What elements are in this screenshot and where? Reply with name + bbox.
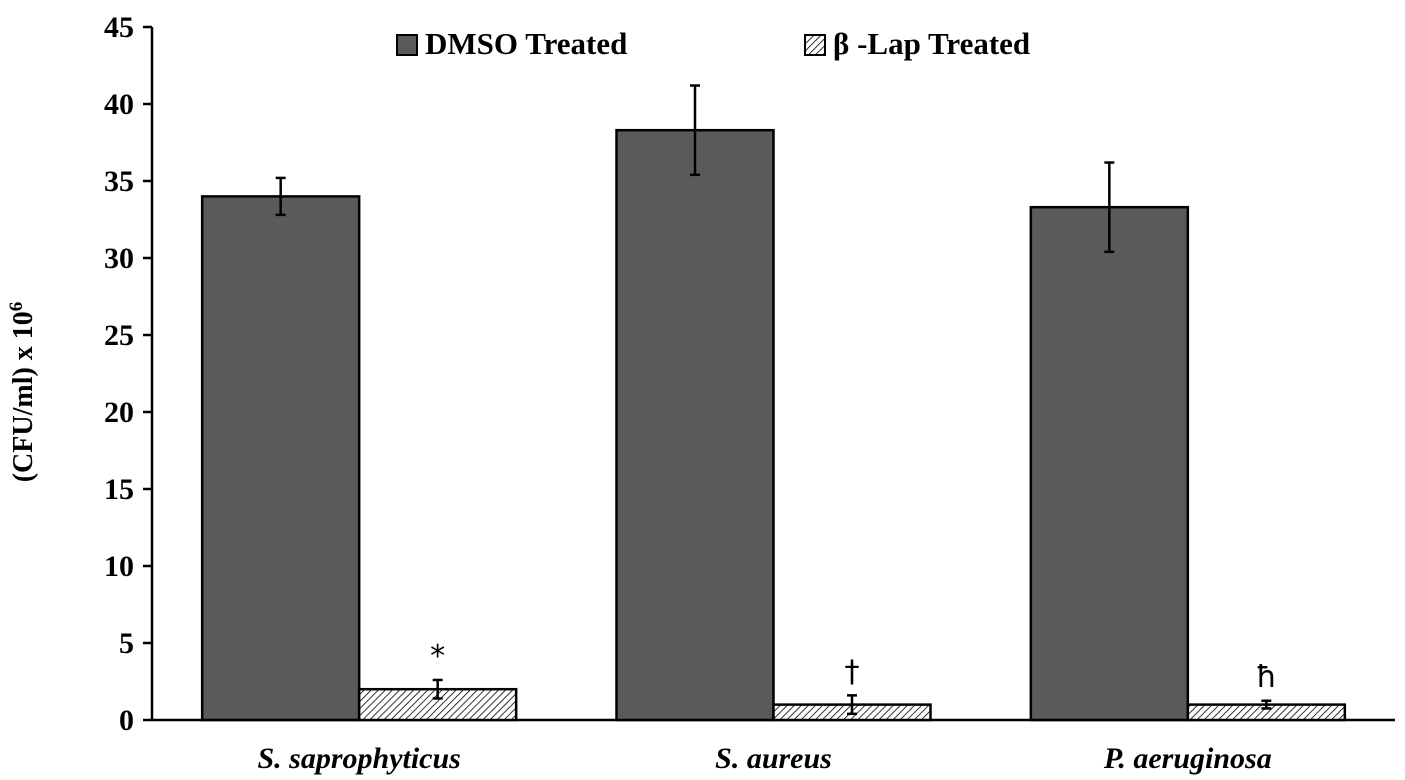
y-tick-label: 15 bbox=[104, 473, 134, 506]
legend: DMSO Treated β -Lap Treated bbox=[396, 26, 1030, 61]
significance-marker: ħ bbox=[1256, 660, 1277, 695]
x-axis: S. saprophyticus S. aureus P. aeruginosa bbox=[152, 718, 1395, 775]
y-tick-label: 20 bbox=[104, 396, 134, 429]
error-bar bbox=[432, 678, 443, 700]
error-bar bbox=[1261, 699, 1272, 710]
bars: * † ħ bbox=[200, 84, 1347, 722]
legend-label: DMSO Treated bbox=[425, 26, 627, 61]
category-label: S. aureus bbox=[715, 742, 832, 775]
bar-dmso bbox=[615, 128, 775, 722]
category-label: P. aeruginosa bbox=[1103, 742, 1272, 775]
y-tick-label: 35 bbox=[104, 165, 134, 198]
significance-marker: † bbox=[845, 654, 860, 689]
bar-dmso bbox=[200, 195, 361, 722]
error-bar bbox=[690, 84, 700, 177]
y-tick-label: 10 bbox=[104, 550, 134, 583]
bar-dmso bbox=[1029, 205, 1190, 722]
error-bar bbox=[1104, 161, 1115, 254]
error-bar bbox=[275, 176, 286, 217]
y-tick-label: 30 bbox=[104, 242, 134, 275]
y-axis: 0 5 10 15 20 25 30 35 40 45 bbox=[104, 11, 154, 737]
y-axis-label-exponent: 6 bbox=[6, 302, 27, 312]
y-tick-label: 5 bbox=[119, 627, 134, 660]
y-tick-label: 0 bbox=[119, 704, 134, 737]
y-axis-label: (CFU/ml) x 106 bbox=[6, 302, 39, 483]
y-tick-label: 40 bbox=[104, 88, 134, 121]
legend-swatch bbox=[804, 34, 826, 56]
y-tick-label: 45 bbox=[104, 11, 134, 44]
error-bar bbox=[847, 694, 857, 716]
legend-swatch bbox=[396, 34, 418, 56]
category-label: S. saprophyticus bbox=[257, 742, 460, 775]
y-tick-label: 25 bbox=[104, 319, 134, 352]
significance-marker: * bbox=[430, 639, 445, 674]
legend-label: β -Lap Treated bbox=[833, 26, 1030, 61]
